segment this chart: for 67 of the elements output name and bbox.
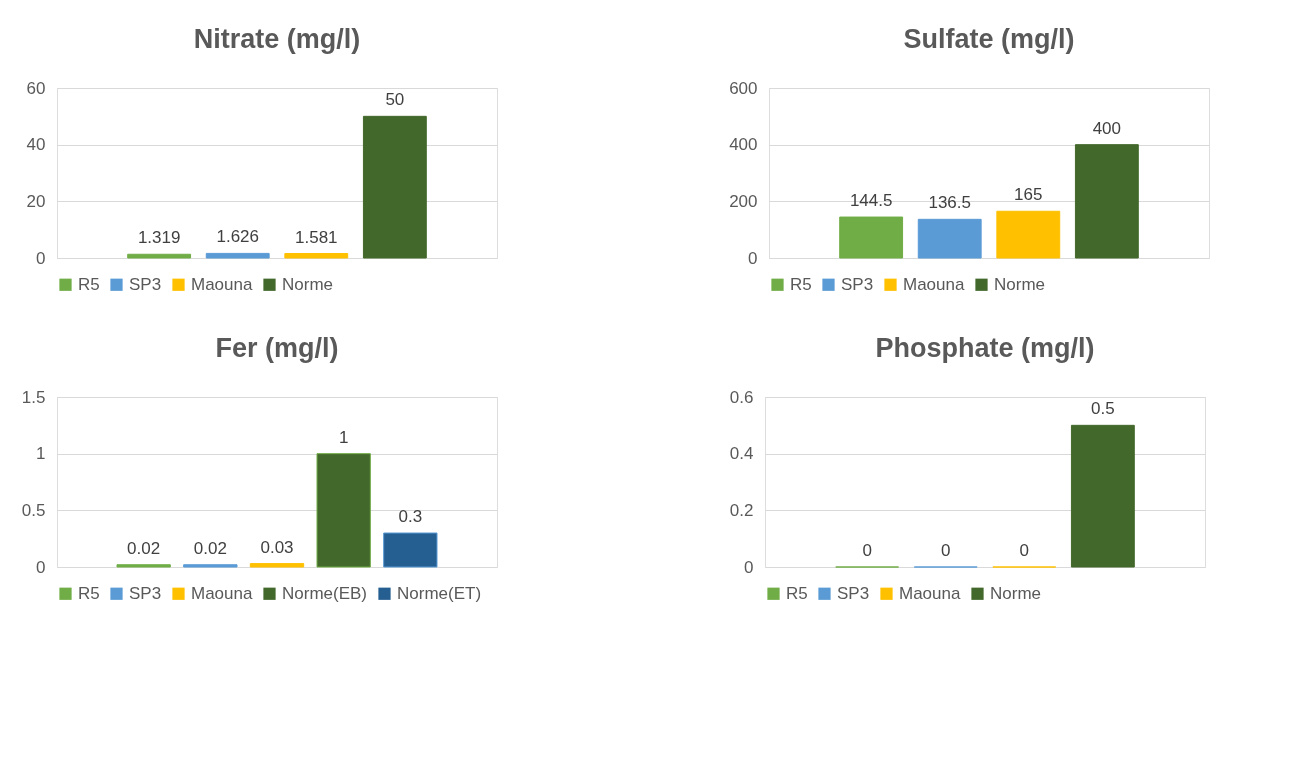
- y-tick-label: 0: [744, 557, 754, 577]
- bar: [127, 253, 192, 259]
- legend-label: Maouna: [191, 274, 253, 294]
- bar: [205, 252, 270, 259]
- y-tick-label: 0.4: [729, 444, 754, 464]
- data-label: 0: [1019, 541, 1030, 560]
- legend-label: Norme(ET): [397, 583, 482, 603]
- bar: [917, 218, 982, 259]
- bar: [116, 564, 171, 568]
- legend-label: Maouna: [191, 583, 253, 603]
- data-label: 165: [1014, 185, 1043, 205]
- bar: [183, 564, 238, 568]
- bar: [362, 115, 427, 259]
- data-label: 0.02: [193, 538, 227, 558]
- legend-label: R5: [78, 583, 100, 603]
- legend-label: Norme(EB): [282, 583, 368, 603]
- y-tick-label: 200: [729, 191, 758, 211]
- chart-title: Phosphate (mg/l): [875, 333, 1095, 363]
- data-label: 144.5: [849, 191, 893, 211]
- y-tick-label: 60: [26, 78, 46, 98]
- chart-title: Sulfate (mg/l): [903, 24, 1075, 54]
- chart-title: Fer (mg/l): [215, 333, 339, 363]
- bar: [284, 253, 349, 259]
- legend-label: SP3: [129, 583, 162, 603]
- y-tick-label: 20: [26, 191, 46, 211]
- legend-label: Norme: [994, 274, 1046, 294]
- data-label: 0.3: [398, 507, 423, 526]
- y-tick-label: 1: [36, 444, 46, 464]
- data-label: 1.319: [137, 228, 181, 248]
- data-label: 0: [862, 541, 872, 560]
- legend-label: Norme: [282, 274, 334, 294]
- bar: [839, 216, 904, 259]
- y-tick-label: 0.2: [729, 500, 754, 520]
- data-label: 50: [385, 90, 405, 110]
- data-label: 1: [338, 427, 349, 447]
- legend-label: R5: [78, 274, 100, 294]
- chart-title: Nitrate (mg/l): [193, 24, 361, 54]
- legend-label: SP3: [841, 274, 874, 294]
- y-tick-label: 0: [36, 248, 46, 268]
- legend-label: Maouna: [899, 583, 961, 603]
- bar: [996, 210, 1061, 259]
- y-tick-label: 0: [36, 557, 46, 577]
- data-label: 0.03: [260, 537, 294, 557]
- data-label: 0.5: [1091, 399, 1115, 419]
- y-tick-label: 0.5: [21, 500, 46, 520]
- y-tick-label: 0: [748, 248, 758, 268]
- y-tick-label: 40: [26, 135, 46, 155]
- data-label: 1.581: [295, 227, 338, 247]
- bar: [316, 453, 371, 568]
- y-tick-label: 0.6: [729, 387, 754, 407]
- bar: [383, 532, 438, 568]
- data-label: 1.626: [216, 227, 259, 247]
- bar: [249, 563, 305, 568]
- data-label: 136.5: [928, 193, 971, 213]
- data-label: 0.02: [127, 538, 161, 558]
- legend-label: R5: [790, 274, 812, 294]
- legend-label: SP3: [129, 274, 162, 294]
- y-tick-label: 1.5: [21, 387, 46, 407]
- legend-label: Maouna: [903, 274, 965, 294]
- bar: [1074, 144, 1139, 259]
- y-tick-label: 400: [729, 135, 758, 155]
- data-label: 400: [1092, 118, 1122, 138]
- legend-label: R5: [786, 583, 808, 603]
- legend-label: Norme: [990, 583, 1042, 603]
- data-label: 0: [940, 541, 951, 560]
- legend-label: SP3: [837, 583, 870, 603]
- y-tick-label: 600: [729, 78, 758, 98]
